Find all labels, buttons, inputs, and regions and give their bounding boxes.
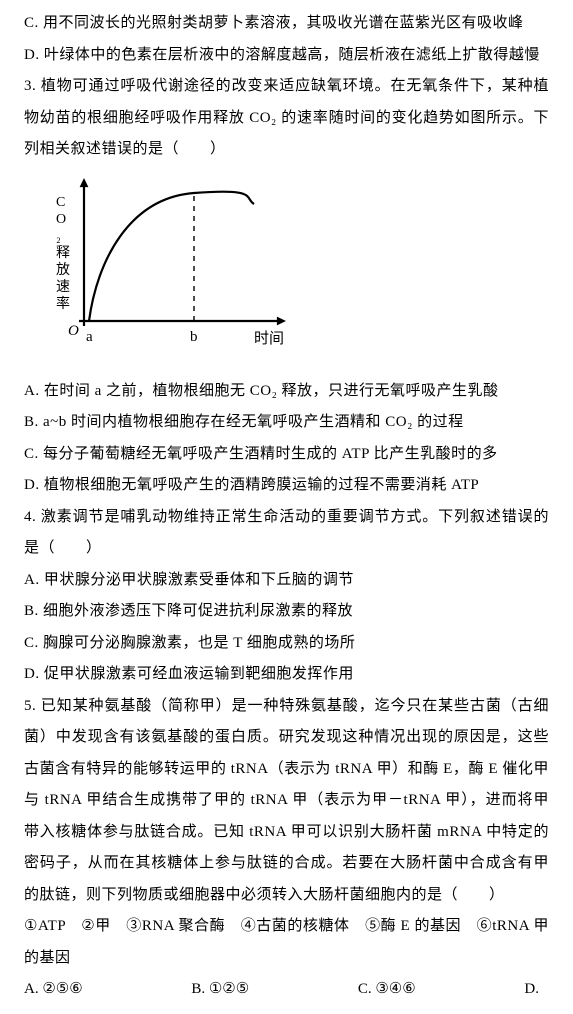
svg-text:释: 释 xyxy=(56,245,70,261)
q5-option-d: D. xyxy=(524,974,539,1006)
q5-choices-list: ①ATP ②甲 ③RNA 聚合酶 ④古菌的核糖体 ⑤酶 E 的基因 ⑥tRNA … xyxy=(24,911,549,974)
q4-option-a: A. 甲状腺分泌甲状腺激素受垂体和下丘脑的调节 xyxy=(24,565,549,597)
q3-stem: 3. 植物可通过呼吸代谢途径的改变来适应缺氧环境。在无氧条件下，某种植物幼苗的根… xyxy=(24,71,549,166)
q3-option-a: A. 在时间 a 之前，植物根细胞无 CO₂ 释放，只进行无氧呼吸产生乳酸 xyxy=(24,376,549,408)
svg-text:a: a xyxy=(86,329,93,345)
q4-option-d: D. 促甲状腺激素可经血液运输到靶细胞发挥作用 xyxy=(24,659,549,691)
q5-stem: 5. 已知某种氨基酸（简称甲）是一种特殊氨基酸，迄今只在某些古菌（古细菌）中发现… xyxy=(24,691,549,912)
q5-option-a: A. ②⑤⑥ xyxy=(24,974,83,1006)
q3-option-b: B. a~b 时间内植物根细胞存在经无氧呼吸产生酒精和 CO₂ 的过程 xyxy=(24,407,549,439)
svg-text:时间: 时间 xyxy=(254,330,284,347)
svg-text:O: O xyxy=(68,323,79,339)
q4-stem: 4. 激素调节是哺乳动物维持正常生命活动的重要调节方式。下列叙述错误的是（ ） xyxy=(24,502,549,565)
svg-text:b: b xyxy=(190,329,198,345)
svg-text:放: 放 xyxy=(56,262,70,278)
svg-text:C: C xyxy=(56,195,65,210)
q5-options-row: A. ②⑤⑥ B. ①②⑤ C. ③④⑥ D. xyxy=(24,974,549,1006)
q3-chart: OCO₂释放速率时间ab xyxy=(54,176,549,366)
svg-text:₂: ₂ xyxy=(56,229,61,244)
svg-text:O: O xyxy=(56,212,66,227)
previous-option-d: D. 叶绿体中的色素在层析液中的溶解度越高，随层析液在滤纸上扩散得越慢 xyxy=(24,40,549,72)
q3-option-d: D. 植物根细胞无氧呼吸产生的酒精跨膜运输的过程不需要消耗 ATP xyxy=(24,470,549,502)
svg-text:率: 率 xyxy=(56,295,70,312)
q4-option-b: B. 细胞外液渗透压下降可促进抗利尿激素的释放 xyxy=(24,596,549,628)
q3-option-c: C. 每分子葡萄糖经无氧呼吸产生酒精时生成的 ATP 比产生乳酸时的多 xyxy=(24,439,549,471)
q5-option-b: B. ①②⑤ xyxy=(191,974,249,1006)
q4-option-c: C. 胸腺可分泌胸腺激素，也是 T 细胞成熟的场所 xyxy=(24,628,549,660)
svg-text:速: 速 xyxy=(56,279,70,295)
q5-option-c: C. ③④⑥ xyxy=(358,974,416,1006)
previous-option-c: C. 用不同波长的光照射类胡萝卜素溶液，其吸收光谱在蓝紫光区有吸收峰 xyxy=(24,8,549,40)
